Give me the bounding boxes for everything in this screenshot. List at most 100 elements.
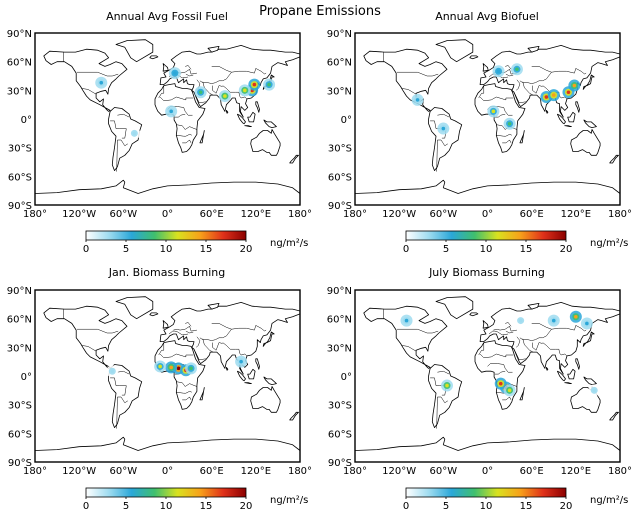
landmass (244, 125, 252, 127)
country-border (436, 396, 448, 429)
emission-core (267, 82, 271, 87)
lat-label: 90°S (328, 201, 352, 212)
landmass (527, 303, 540, 310)
panel-jan-biomass: Jan. Biomass Burning 90°N 60°N 30°N 0° 30°S 6… (7, 266, 312, 477)
world-map (34, 296, 301, 463)
country-border (519, 335, 547, 341)
country-border (531, 66, 552, 73)
lat-label: 30°N (327, 86, 352, 97)
country-border (516, 79, 521, 91)
colorbar: 0 5 10 15 20 ng/m²/s (403, 487, 628, 512)
country-border (551, 325, 587, 332)
landmass (527, 46, 540, 53)
country-border (513, 91, 526, 104)
country-border (176, 124, 197, 130)
landmass (34, 179, 301, 206)
emission-core (572, 83, 577, 88)
colorbar: 0 5 10 15 20 ng/m²/s (83, 230, 308, 255)
colorbar-units: ng/m²/s (270, 495, 308, 506)
lon-label: 120°E (561, 209, 591, 220)
country-border (516, 336, 521, 348)
panel-title: Annual Avg Biofuel (435, 10, 539, 23)
country-border (478, 85, 485, 99)
landmass (34, 436, 301, 463)
country-border (502, 396, 512, 401)
latitude-labels: 90°N 60°N 30°N 0° 30°S 60°S 90°S (7, 29, 32, 212)
lat-label: 90°N (7, 286, 32, 297)
lon-label: 60°W (430, 209, 458, 220)
lat-label: 30°S (328, 144, 352, 155)
landmass (546, 110, 549, 114)
emission-core (507, 121, 512, 126)
lon-label: 60°E (520, 466, 544, 477)
lat-label: 30°S (328, 401, 352, 412)
country-border (158, 85, 165, 99)
country-border (176, 134, 192, 137)
landmass (582, 74, 595, 90)
colorbar-units: ng/m²/s (590, 238, 628, 249)
lon-label: 60°E (520, 209, 544, 220)
country-border (182, 396, 192, 401)
colorbar-tick-label: 10 (480, 244, 493, 255)
colorbar-tick-label: 10 (160, 244, 173, 255)
colorbar-tick-label: 0 (83, 244, 89, 255)
country-border (546, 329, 552, 337)
panel-title: Jan. Biomass Burning (108, 266, 226, 279)
landmass (289, 411, 299, 421)
emission-core (252, 82, 257, 87)
colorbar-tick-label: 15 (200, 501, 213, 512)
emission-hotspots (400, 310, 601, 397)
panel-july-biomass: July Biomass Burning 90°N 60°N 30°N 0° 30°S 6… (327, 266, 632, 477)
lon-label: 120°E (241, 466, 271, 477)
lat-label: 0° (341, 115, 352, 126)
landmass (247, 368, 256, 380)
colorbar-tick-label: 20 (240, 244, 253, 255)
lon-label: 180° (608, 209, 632, 220)
lat-label: 0° (21, 115, 32, 126)
colorbar-tick-label: 20 (560, 501, 573, 512)
colorbar-tick-label: 0 (83, 501, 89, 512)
emission-core (169, 365, 173, 370)
emission-core (415, 98, 420, 102)
emission-core (491, 109, 496, 114)
country-border (110, 377, 117, 386)
colorbar-scale (405, 230, 567, 241)
country-border (117, 113, 130, 118)
country-border (479, 96, 514, 102)
colorbar-tick-label: 10 (480, 501, 493, 512)
emission-core (176, 366, 181, 371)
map-frame (354, 32, 621, 206)
landmass (247, 111, 256, 123)
country-border (77, 71, 119, 77)
landmass (363, 48, 448, 112)
emission-core (507, 388, 512, 393)
landmass (469, 312, 479, 317)
country-border (182, 139, 192, 144)
lon-label: 180° (23, 209, 47, 220)
country-border (430, 120, 437, 129)
country-border (478, 342, 485, 356)
country-border (212, 85, 223, 94)
landmass (199, 387, 205, 401)
emission-core (158, 364, 162, 369)
landmass (255, 358, 260, 370)
lon-label: 180° (343, 209, 367, 220)
lon-label: 180° (343, 466, 367, 477)
landmass (262, 331, 275, 347)
landmass (583, 119, 597, 128)
country-border (401, 88, 417, 95)
landmass (237, 113, 246, 125)
lat-label: 0° (341, 372, 352, 383)
country-border (226, 72, 232, 80)
landmass (149, 312, 159, 317)
emission-hotspots (411, 63, 581, 135)
map-frame (354, 289, 621, 463)
landmass (207, 303, 220, 310)
country-border (532, 85, 543, 94)
emission-core (198, 90, 203, 95)
emission-core (173, 71, 177, 75)
emission-core (566, 90, 571, 95)
panel-title: July Biomass Burning (428, 266, 545, 279)
country-border (487, 363, 513, 373)
colorbar-tick-label: 15 (200, 244, 213, 255)
